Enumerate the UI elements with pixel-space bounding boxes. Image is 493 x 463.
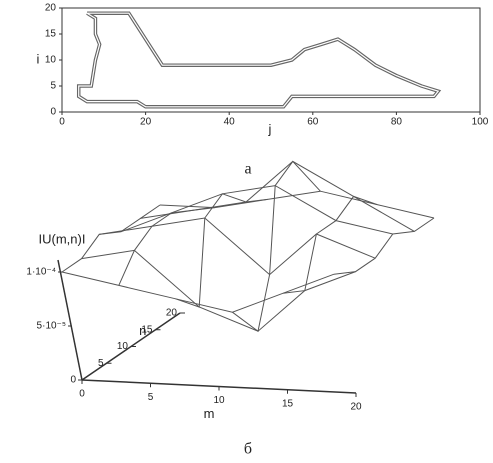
x-tick-label: 5 [148,392,154,403]
z-axis-label: IU(m,n)I [39,231,86,246]
x-tick-label: 100 [472,117,489,128]
wire [333,217,435,275]
wire [140,160,415,232]
z-tick-label: 1·10⁻⁴ [26,267,56,278]
x-tick-label: 80 [391,117,403,128]
wire [81,249,356,332]
wire [232,160,321,333]
wire [175,193,268,308]
x-tick-label: 0 [79,389,85,400]
z-tick-label: 5·10⁻⁵ [37,321,66,332]
outline [76,11,442,109]
y-axis-label: i [37,51,40,66]
y-tick-label: 10 [45,55,57,66]
x-axis-label: m [204,406,215,421]
wire [61,204,161,273]
x-tick-label: 20 [350,402,362,413]
x-tick-label: 60 [307,117,319,128]
x-tick-label: 0 [59,117,65,128]
z-axis [57,259,83,381]
y-tick-label: 15 [141,324,153,335]
z-tick-label: 0 [70,375,76,386]
caption: а [244,161,251,178]
x-tick-label: 15 [282,398,294,409]
x-tick-label: 20 [140,117,152,128]
x-axis-label: j [268,121,272,136]
y-tick-label: 20 [166,308,178,319]
x-tick-label: 40 [224,117,236,128]
wire [118,207,215,286]
y-tick-label: 0 [50,107,56,118]
x-tick-label: 10 [213,395,225,406]
wire [61,271,335,313]
wire [283,195,378,294]
y-tick-label: 20 [45,3,57,14]
y-tick-label: 5 [98,358,104,369]
wire [120,185,393,235]
y-tick-label: 10 [117,341,129,352]
y-tick-label: 5 [50,81,56,92]
outline-core [78,12,440,108]
wire [159,190,435,219]
caption: б [244,441,252,458]
y-axis-label: n [139,323,146,338]
wire [99,217,376,276]
y-tick-label: 15 [45,29,57,40]
